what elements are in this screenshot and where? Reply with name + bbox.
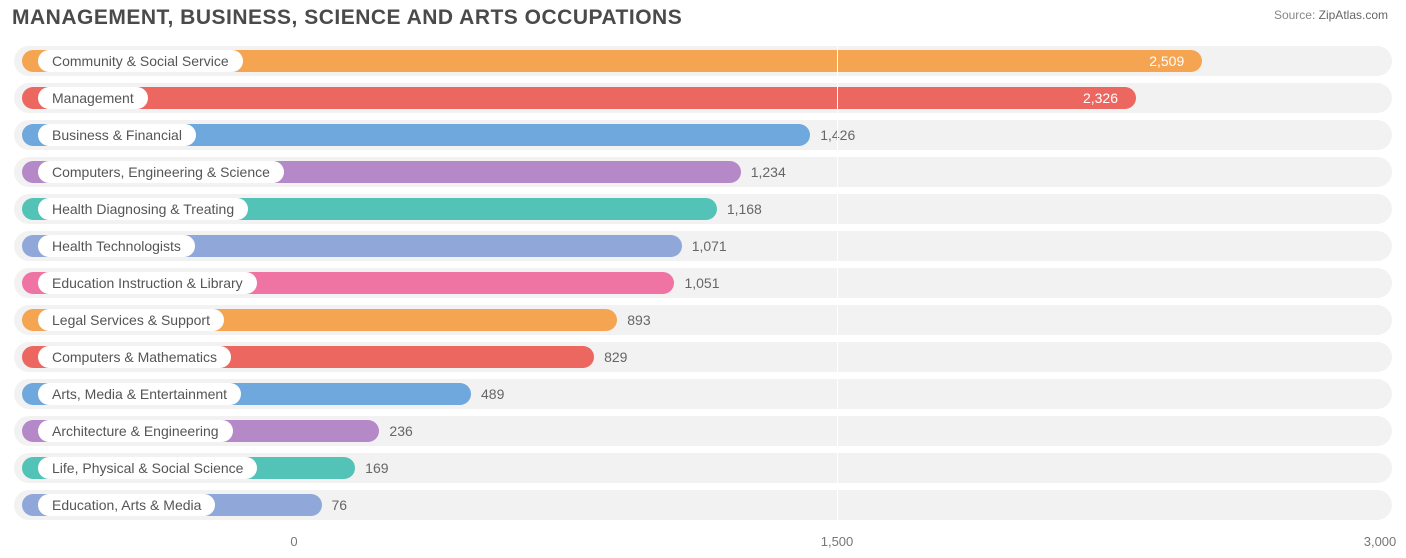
bar-value: 1,071 <box>692 229 727 263</box>
axis-tick: 3,000 <box>1364 534 1397 549</box>
bar-row: Life, Physical & Social Science 169 <box>14 451 1392 485</box>
bar-label: Computers, Engineering & Science <box>52 164 270 180</box>
bar-label: Computers & Mathematics <box>52 349 217 365</box>
bar-row: Education Instruction & Library 1,051 <box>14 266 1392 300</box>
bar-row: Architecture & Engineering 236 <box>14 414 1392 448</box>
bar-label: Business & Financial <box>52 127 182 143</box>
bar-label-pill: Education, Arts & Media <box>38 494 215 516</box>
bar-value: 2,509 <box>1149 44 1184 78</box>
bar-label-pill: Legal Services & Support <box>38 309 224 331</box>
bar-label-pill: Architecture & Engineering <box>38 420 233 442</box>
grid-line <box>837 44 838 530</box>
bar-label: Legal Services & Support <box>52 312 210 328</box>
bar-label: Education Instruction & Library <box>52 275 243 291</box>
bar-label-pill: Health Diagnosing & Treating <box>38 198 248 220</box>
bar-value: 76 <box>332 488 348 522</box>
bar-label-pill: Education Instruction & Library <box>38 272 257 294</box>
bar-fill <box>22 87 1136 109</box>
bar-value: 489 <box>481 377 504 411</box>
bar-value: 236 <box>389 414 412 448</box>
bar-row: Education, Arts & Media 76 <box>14 488 1392 522</box>
axis-tick: 0 <box>290 534 297 549</box>
bar-label: Architecture & Engineering <box>52 423 219 439</box>
source-value: ZipAtlas.com <box>1319 8 1388 22</box>
bar-value: 1,234 <box>751 155 786 189</box>
bar-row: Community & Social Service 2,509 <box>14 44 1392 78</box>
bar-value: 1,051 <box>684 266 719 300</box>
x-axis: 01,5003,000 <box>14 534 1392 554</box>
bar-row: Computers, Engineering & Science 1,234 <box>14 155 1392 189</box>
bar-label-pill: Life, Physical & Social Science <box>38 457 257 479</box>
bar-label: Health Technologists <box>52 238 181 254</box>
axis-tick: 1,500 <box>821 534 854 549</box>
bar-label-pill: Business & Financial <box>38 124 196 146</box>
bar-label: Health Diagnosing & Treating <box>52 201 234 217</box>
bar-value: 169 <box>365 451 388 485</box>
bar-label-pill: Arts, Media & Entertainment <box>38 383 241 405</box>
bar-label-pill: Community & Social Service <box>38 50 243 72</box>
bar-row: Legal Services & Support 893 <box>14 303 1392 337</box>
bar-row: Business & Financial1,426 <box>14 118 1392 152</box>
bar-label-pill: Health Technologists <box>38 235 195 257</box>
bar-label: Arts, Media & Entertainment <box>52 386 227 402</box>
bar-row: Health Technologists 1,071 <box>14 229 1392 263</box>
bar-label: Community & Social Service <box>52 53 229 69</box>
bar-value: 2,326 <box>1083 81 1118 115</box>
bar-value: 829 <box>604 340 627 374</box>
bar-row: Computers & Mathematics 829 <box>14 340 1392 374</box>
bar-label: Life, Physical & Social Science <box>52 460 243 476</box>
bar-label-pill: Management <box>38 87 148 109</box>
bar-row: Health Diagnosing & Treating 1,168 <box>14 192 1392 226</box>
bar-row: Arts, Media & Entertainment 489 <box>14 377 1392 411</box>
bar-label: Education, Arts & Media <box>52 497 201 513</box>
source-attribution: Source: ZipAtlas.com <box>1274 8 1388 22</box>
bar-label-pill: Computers & Mathematics <box>38 346 231 368</box>
bar-value: 893 <box>627 303 650 337</box>
bar-label-pill: Computers, Engineering & Science <box>38 161 284 183</box>
source-label: Source: <box>1274 8 1315 22</box>
chart-title: MANAGEMENT, BUSINESS, SCIENCE AND ARTS O… <box>12 6 682 30</box>
bar-value: 1,168 <box>727 192 762 226</box>
chart-area: Community & Social Service2,509Managemen… <box>14 44 1392 530</box>
bar-label: Management <box>52 90 134 106</box>
bar-row: Management 2,326 <box>14 81 1392 115</box>
